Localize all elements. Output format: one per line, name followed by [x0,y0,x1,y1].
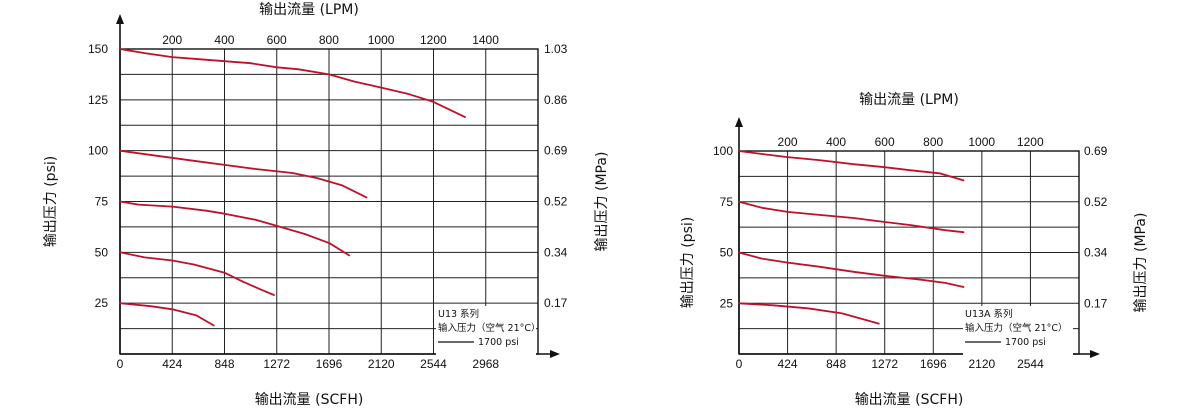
chart2-y-tick-label: 75 [720,195,734,209]
chart2-series-line [738,200,965,234]
chart2-y2-tick-label: 0.17 [1084,296,1108,310]
chart2-y2-tick-label: 0.69 [1084,144,1108,158]
chart1-y-axis-arrow-icon [116,14,124,24]
chart2-legend-bg [963,306,1073,356]
chart1-y2-axis-title: 输出压力 (MPa) [594,152,610,252]
chart2-x-tick-label: 1696 [920,357,947,371]
chart2-series-line [738,251,965,288]
chart1-y2-tick-label: 0.52 [544,195,568,209]
chart2-x-tick-label: 2120 [969,357,996,371]
chart1-legend-series: U13 系列 [438,308,479,320]
chart2-top-tick-label: 1200 [1017,135,1044,149]
chart1-y2-tick-label: 0.69 [544,144,568,158]
chart1-y2-tick-label: 1.03 [544,42,568,56]
chart1-y2-tick-label: 0.86 [544,93,568,107]
chart2-x-tick-label: 1272 [871,357,898,371]
chart1-series-line [119,200,351,257]
chart1-x-tick-label: 2544 [420,357,447,371]
chart2-top-tick-label: 800 [923,135,943,149]
chart1-y2-tick-label: 0.34 [544,245,568,259]
chart2-top-axis-title: 输出流量 (LPM) [859,92,959,108]
chart1-top-tick-label: 600 [267,33,287,47]
chart2-series-line [738,150,965,182]
chart1-legend-entry: 1700 psi [478,337,519,348]
chart2-x-tick-label: 0 [736,357,743,371]
chart2-x-tick-label: 424 [778,357,798,371]
chart2-y-tick-label: 50 [720,246,734,260]
chart1-top-tick-label: 1000 [368,33,395,47]
chart1-y-axis-title: 输出压力 (psi) [43,156,59,247]
chart1-series-line [119,149,368,199]
chart1-series-line [119,48,466,118]
chart1-y-tick-label: 150 [88,42,108,56]
chart1-y2-tick-label: 0.17 [544,296,568,310]
chart2-y-tick-label: 25 [720,296,734,310]
chart1-top-axis-title: 输出流量 (LPM) [259,2,359,18]
chart1-x-tick-label: 0 [117,357,124,371]
chart2-legend-condition: 输入压力（空气 21°C） [965,322,1068,334]
chart2-x-tick-label: 848 [826,357,846,371]
chart1-y-tick-label: 75 [95,195,109,209]
chart2-top-tick-label: 400 [826,135,846,149]
chart1-x-axis-arrow-icon [550,350,560,358]
chart2-x-axis-title: 输出流量 (SCFH) [855,392,964,408]
chart1-y-tick-label: 100 [88,144,108,158]
chart1-x-tick-label: 1272 [263,357,290,371]
chart2-top-tick-label: 1000 [968,135,995,149]
chart1-x-tick-label: 2120 [368,357,395,371]
chart1-top-tick-label: 800 [319,33,339,47]
chart1-top-tick-label: 1200 [420,33,447,47]
chart2-top-tick-label: 600 [875,135,895,149]
chart2-x-tick-label: 2544 [1017,357,1044,371]
chart2-y2-tick-label: 0.52 [1084,195,1108,209]
chart1-x-tick-label: 1696 [316,357,343,371]
chart1-y-tick-label: 125 [88,93,108,107]
chart2-series-line [738,302,880,325]
chart1-series-line [119,302,215,327]
chart2-legend-series: U13A 系列 [965,308,1013,320]
chart2-y2-axis-title: 输出压力 (MPa) [1133,213,1149,313]
chart2-x-axis-arrow-icon [1090,350,1100,358]
chart1-y-tick-label: 50 [95,245,109,259]
chart1-series-line [119,251,275,296]
chart1-top-tick-label: 400 [214,33,234,47]
chart2-top-tick-label: 200 [778,135,798,149]
chart1-x-tick-label: 848 [214,357,234,371]
chart1-top-tick-label: 200 [162,33,182,47]
chart2-y2-tick-label: 0.34 [1084,246,1108,260]
chart1-legend-bg [436,306,536,356]
chart2-y-axis-title: 输出压力 (psi) [680,217,696,308]
chart1-x-axis-title: 输出流量 (SCFH) [255,392,364,408]
chart1-top-tick-label: 1400 [472,33,499,47]
chart2-y-tick-label: 100 [713,144,733,158]
chart1-legend-condition: 输入压力（空气 21°C） [438,322,541,334]
chart2-legend-entry: 1700 psi [1005,337,1046,348]
chart1-y-tick-label: 25 [95,296,109,310]
chart2-y-axis-arrow-icon [735,117,743,127]
chart1-x-tick-label: 424 [162,357,182,371]
chart1-x-tick-label: 2968 [472,357,499,371]
